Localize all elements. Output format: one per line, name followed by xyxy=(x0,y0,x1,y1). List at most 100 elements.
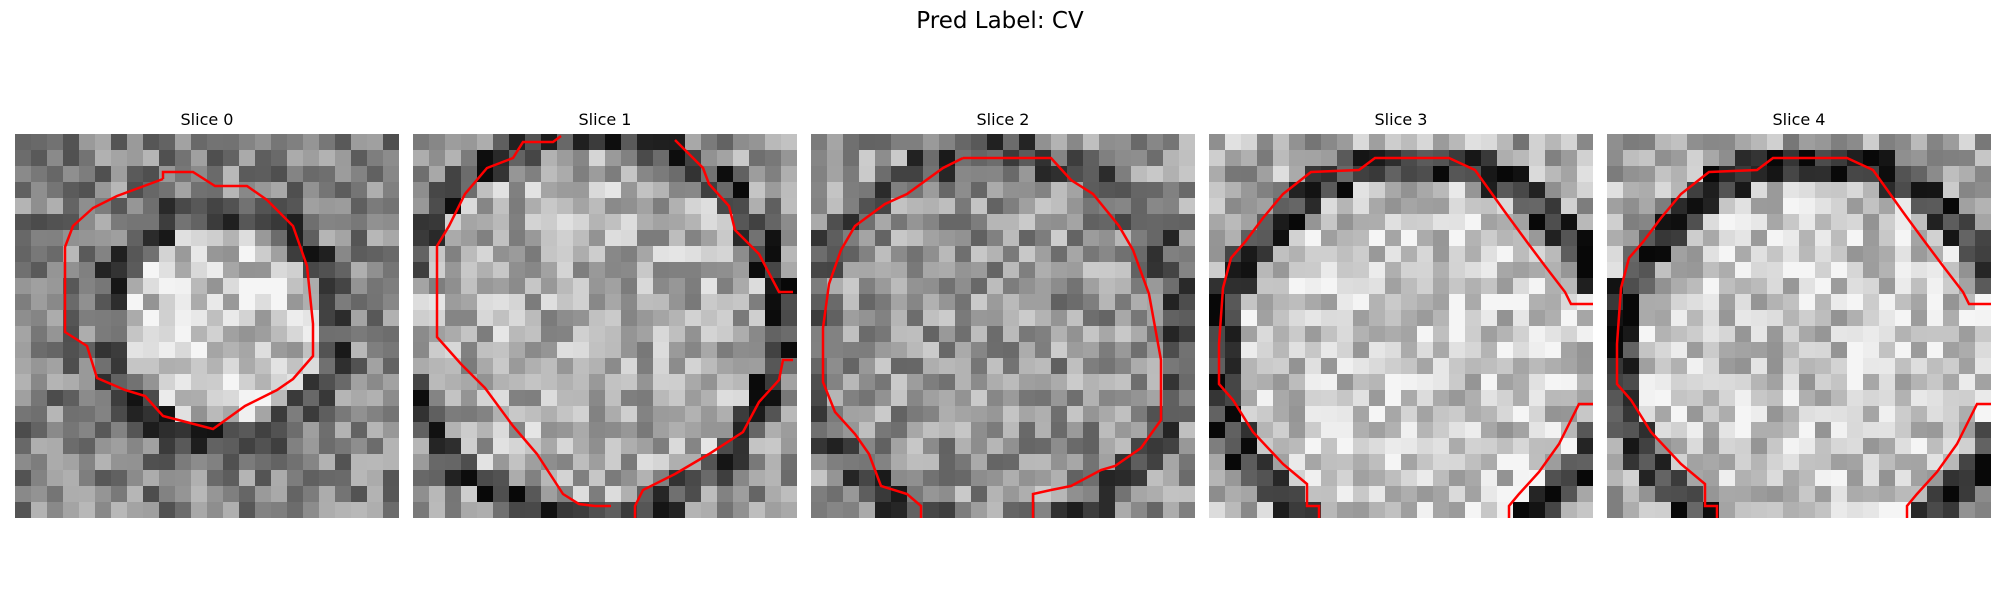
image-pixel xyxy=(1179,470,1195,487)
image-pixel xyxy=(1273,134,1290,151)
image-pixel xyxy=(1815,470,1832,487)
image-pixel xyxy=(1163,214,1180,231)
image-pixel xyxy=(1545,486,1562,503)
image-pixel xyxy=(287,438,304,455)
image-pixel xyxy=(1273,214,1290,231)
image-pixel xyxy=(749,166,766,183)
image-pixel xyxy=(1767,422,1784,439)
image-pixel xyxy=(621,438,638,455)
image-pixel xyxy=(733,454,750,471)
image-pixel xyxy=(1241,486,1258,503)
image-pixel xyxy=(1449,326,1466,343)
image-pixel xyxy=(573,406,590,423)
image-pixel xyxy=(1767,262,1784,279)
image-pixel xyxy=(653,182,670,199)
image-pixel xyxy=(287,390,304,407)
image-pixel xyxy=(1083,374,1100,391)
image-pixel xyxy=(1879,422,1896,439)
image-pixel xyxy=(351,310,368,327)
image-pixel xyxy=(1163,182,1180,199)
image-pixel xyxy=(1115,422,1132,439)
image-pixel xyxy=(1529,470,1546,487)
image-pixel xyxy=(939,470,956,487)
image-pixel xyxy=(1289,166,1306,183)
image-pixel xyxy=(1879,438,1896,455)
image-pixel xyxy=(159,342,176,359)
image-pixel xyxy=(1545,438,1562,455)
image-pixel xyxy=(1735,454,1752,471)
image-pixel xyxy=(1083,502,1100,518)
image-pixel xyxy=(717,182,734,199)
image-pixel xyxy=(1895,326,1912,343)
image-pixel xyxy=(1465,246,1482,263)
image-pixel xyxy=(653,310,670,327)
image-pixel xyxy=(1465,422,1482,439)
image-pixel xyxy=(1959,390,1976,407)
image-pixel xyxy=(1847,406,1864,423)
image-pixel xyxy=(1671,134,1688,151)
image-pixel xyxy=(765,294,782,311)
image-pixel xyxy=(827,198,844,215)
image-pixel xyxy=(303,502,320,518)
image-pixel xyxy=(685,470,702,487)
image-pixel xyxy=(1735,326,1752,343)
image-pixel xyxy=(367,486,384,503)
image-pixel xyxy=(335,246,352,263)
image-pixel xyxy=(477,358,494,375)
image-pixel xyxy=(557,422,574,439)
image-pixel xyxy=(335,214,352,231)
image-pixel xyxy=(1099,358,1116,375)
image-pixel xyxy=(509,230,526,247)
image-pixel xyxy=(1083,214,1100,231)
image-pixel xyxy=(335,390,352,407)
image-pixel xyxy=(1003,390,1020,407)
image-pixel xyxy=(1417,486,1434,503)
image-pixel xyxy=(1513,502,1530,518)
image-pixel xyxy=(653,486,670,503)
image-pixel xyxy=(1179,134,1195,151)
image-pixel xyxy=(1209,326,1226,343)
image-pixel xyxy=(79,230,96,247)
image-pixel xyxy=(509,294,526,311)
image-pixel xyxy=(271,150,288,167)
image-pixel xyxy=(207,262,224,279)
image-pixel xyxy=(1449,342,1466,359)
image-pixel xyxy=(1257,390,1274,407)
image-pixel xyxy=(63,438,80,455)
image-pixel xyxy=(781,246,797,263)
image-pixel xyxy=(1655,310,1672,327)
image-pixel xyxy=(1577,134,1593,151)
image-pixel xyxy=(923,278,940,295)
image-pixel xyxy=(955,326,972,343)
image-pixel xyxy=(95,438,112,455)
image-pixel xyxy=(955,134,972,151)
image-pixel xyxy=(1497,246,1514,263)
image-pixel xyxy=(509,278,526,295)
image-pixel xyxy=(303,230,320,247)
image-pixel xyxy=(1099,150,1116,167)
image-pixel xyxy=(335,358,352,375)
image-pixel xyxy=(429,198,446,215)
image-pixel xyxy=(717,294,734,311)
image-pixel xyxy=(1959,134,1976,151)
image-pixel xyxy=(143,358,160,375)
image-pixel xyxy=(1051,230,1068,247)
image-pixel xyxy=(1497,342,1514,359)
image-pixel xyxy=(621,214,638,231)
image-pixel xyxy=(383,390,399,407)
image-pixel xyxy=(955,486,972,503)
image-pixel xyxy=(1225,134,1242,151)
image-pixel xyxy=(955,342,972,359)
image-pixel xyxy=(31,198,48,215)
image-pixel xyxy=(1943,470,1960,487)
image-pixel xyxy=(1147,134,1164,151)
image-pixel xyxy=(1035,214,1052,231)
image-pixel xyxy=(1623,150,1640,167)
image-pixel xyxy=(891,342,908,359)
image-pixel xyxy=(1703,246,1720,263)
image-pixel xyxy=(907,406,924,423)
image-pixel xyxy=(827,246,844,263)
image-pixel xyxy=(1607,326,1624,343)
image-pixel xyxy=(1911,262,1928,279)
image-pixel xyxy=(191,454,208,471)
